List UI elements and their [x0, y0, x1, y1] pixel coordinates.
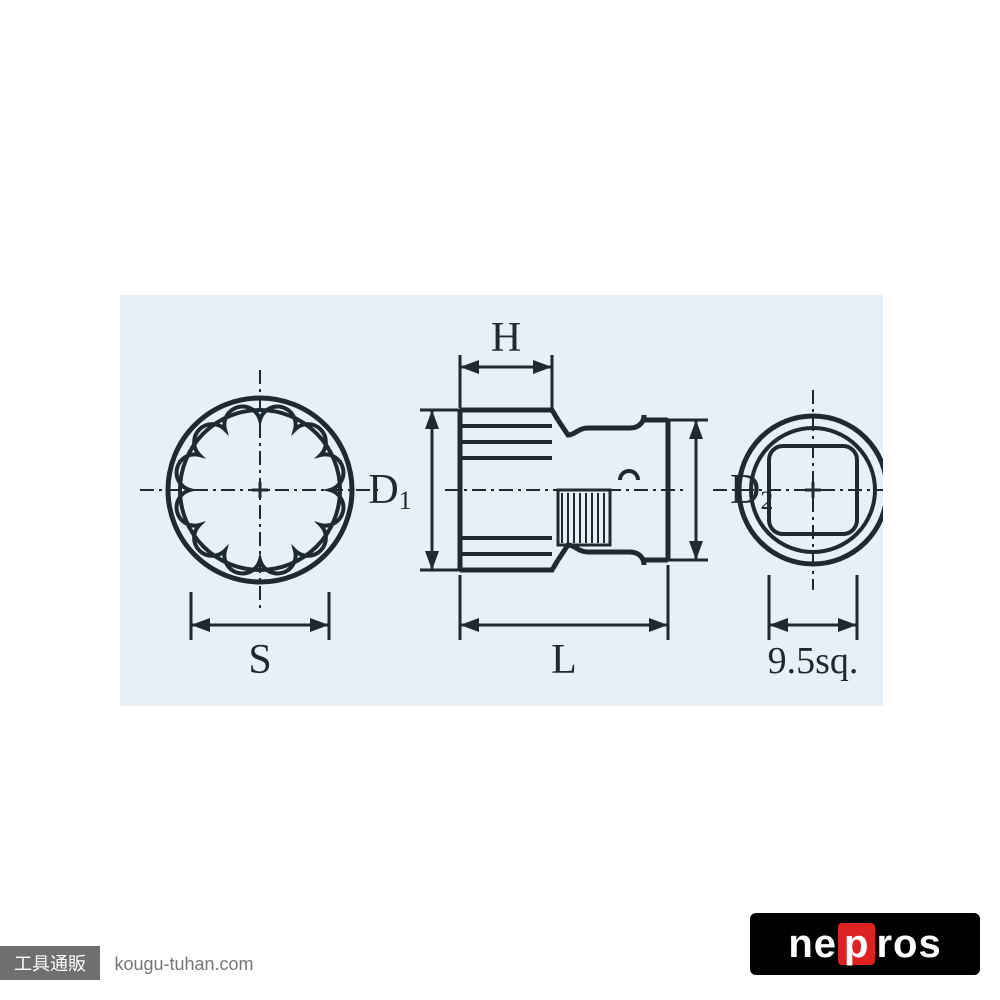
- brand-p: p: [838, 923, 875, 965]
- diagram-svg: S D1: [120, 295, 883, 706]
- footer-tag: 工具通販: [0, 946, 100, 980]
- technical-diagram-panel: S D1: [120, 295, 880, 700]
- brand-left: ne: [788, 922, 837, 966]
- label-H: H: [491, 315, 521, 361]
- brand-badge: nepros: [750, 913, 980, 975]
- label-L: L: [551, 637, 577, 683]
- label-drive: 9.5sq.: [768, 640, 859, 682]
- brand-text: nepros: [788, 922, 941, 967]
- brand-right: ros: [876, 922, 941, 966]
- footer-url: kougu-tuhan.com: [114, 954, 253, 974]
- footer: 工具通販 kougu-tuhan.com: [0, 946, 254, 980]
- label-S: S: [248, 637, 271, 683]
